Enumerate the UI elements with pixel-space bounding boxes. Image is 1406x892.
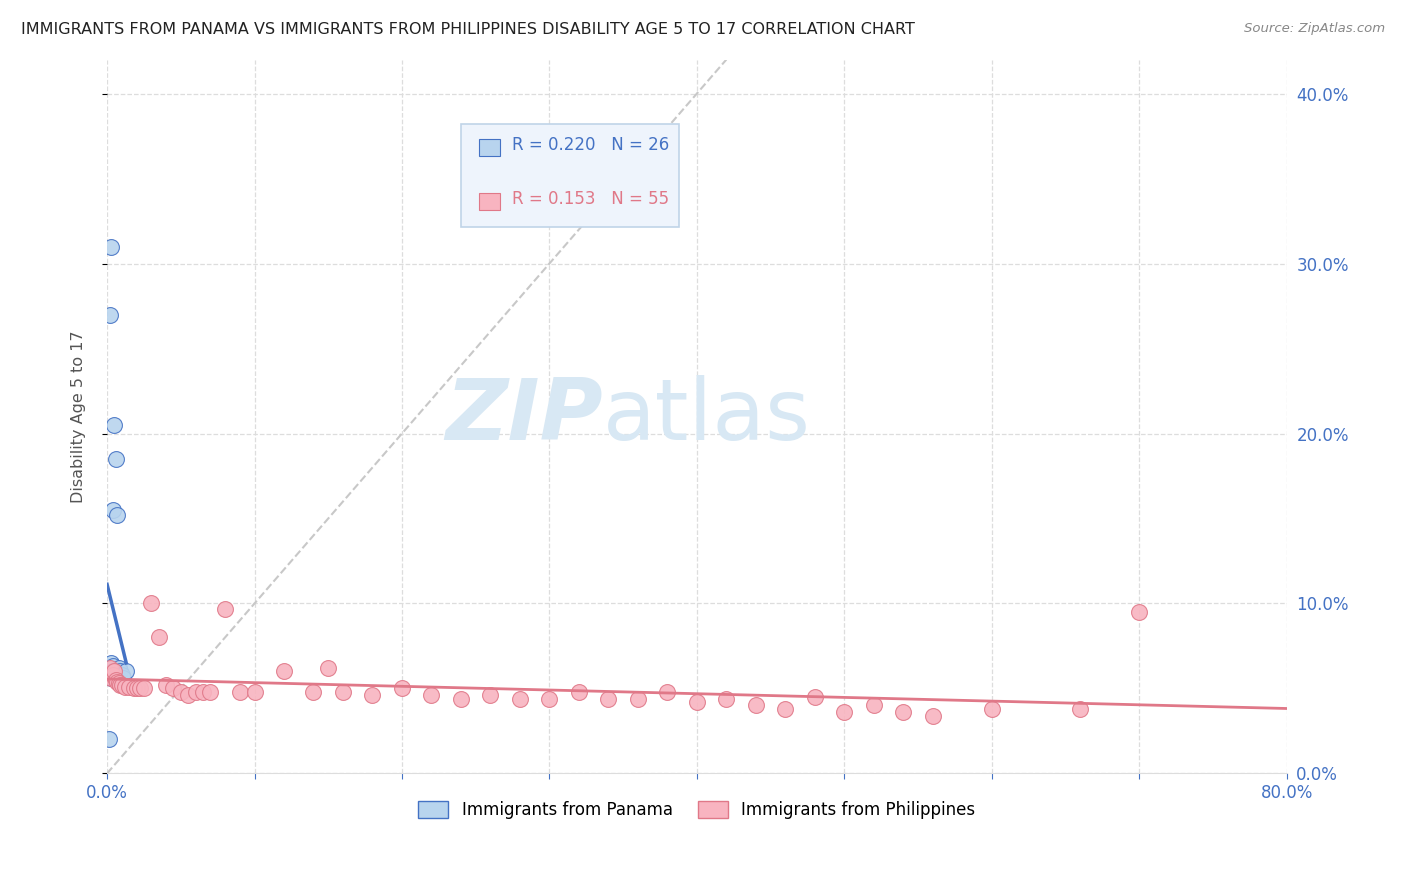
FancyBboxPatch shape (478, 193, 501, 210)
Point (170, 685, 193, 699)
Point (177, 688, 200, 702)
Point (98, 661, 121, 675)
Point (108, 661, 131, 675)
Point (105, 508, 128, 522)
Point (141, 597, 163, 611)
Point (450, 691, 472, 706)
Point (97, 661, 120, 675)
Point (891, 705, 914, 719)
Point (155, 678, 177, 692)
Y-axis label: Disability Age 5 to 17: Disability Age 5 to 17 (72, 330, 86, 503)
Point (97, 732, 120, 747)
Point (122, 681, 145, 696)
Point (273, 665, 295, 679)
Point (1069, 702, 1091, 716)
Point (100, 656, 122, 670)
Point (104, 668, 127, 682)
Point (1128, 605, 1150, 619)
Point (184, 685, 207, 699)
Point (112, 671, 135, 685)
Point (103, 671, 125, 685)
Point (775, 702, 797, 716)
Point (657, 685, 679, 699)
Point (115, 665, 138, 679)
Point (921, 708, 943, 723)
Point (391, 681, 413, 696)
FancyBboxPatch shape (461, 124, 679, 227)
Legend: Immigrants from Panama, Immigrants from Philippines: Immigrants from Panama, Immigrants from … (412, 794, 981, 826)
Point (100, 671, 122, 685)
Point (214, 601, 236, 615)
Point (509, 691, 531, 706)
Point (361, 688, 384, 702)
Point (716, 691, 738, 706)
Point (100, 669, 122, 683)
Point (101, 503, 124, 517)
Point (420, 688, 443, 702)
Point (105, 665, 128, 679)
Point (100, 671, 122, 685)
Point (110, 665, 132, 679)
Point (302, 685, 325, 699)
Text: atlas: atlas (603, 375, 810, 458)
Point (101, 665, 124, 679)
Point (100, 665, 122, 679)
Point (568, 685, 591, 699)
Text: Source: ZipAtlas.com: Source: ZipAtlas.com (1244, 22, 1385, 36)
Point (101, 669, 124, 683)
Point (110, 678, 132, 692)
Point (104, 673, 127, 687)
Point (832, 705, 855, 719)
Point (243, 685, 266, 699)
Point (111, 668, 134, 682)
Point (103, 665, 125, 679)
Text: ZIP: ZIP (444, 375, 603, 458)
Text: R = 0.153   N = 55: R = 0.153 N = 55 (512, 190, 669, 208)
Point (101, 668, 124, 682)
Point (862, 698, 884, 713)
Text: R = 0.220   N = 26: R = 0.220 N = 26 (512, 136, 669, 154)
Point (98, 308, 121, 322)
Point (598, 691, 620, 706)
Point (980, 702, 1002, 716)
Point (108, 676, 131, 690)
Point (128, 681, 150, 696)
Point (114, 680, 136, 694)
Point (200, 685, 222, 699)
Text: IMMIGRANTS FROM PANAMA VS IMMIGRANTS FROM PHILIPPINES DISABILITY AGE 5 TO 17 COR: IMMIGRANTS FROM PANAMA VS IMMIGRANTS FRO… (21, 22, 915, 37)
Point (103, 665, 125, 679)
Point (103, 417, 125, 432)
Point (104, 452, 127, 467)
Point (118, 680, 141, 694)
Point (162, 681, 184, 696)
Point (105, 674, 128, 689)
Point (97, 668, 120, 682)
Point (148, 631, 170, 645)
Point (332, 685, 354, 699)
Point (132, 681, 155, 696)
Point (100, 668, 122, 682)
Point (100, 239, 122, 253)
Point (98, 668, 121, 682)
Point (686, 695, 709, 709)
Point (627, 691, 650, 706)
Point (125, 681, 148, 696)
Point (804, 690, 827, 704)
Point (191, 685, 214, 699)
Point (538, 691, 561, 706)
Point (101, 659, 124, 673)
Point (745, 698, 768, 713)
Point (316, 661, 339, 675)
Point (479, 688, 502, 702)
FancyBboxPatch shape (478, 139, 501, 156)
Point (111, 678, 134, 692)
Point (229, 685, 252, 699)
